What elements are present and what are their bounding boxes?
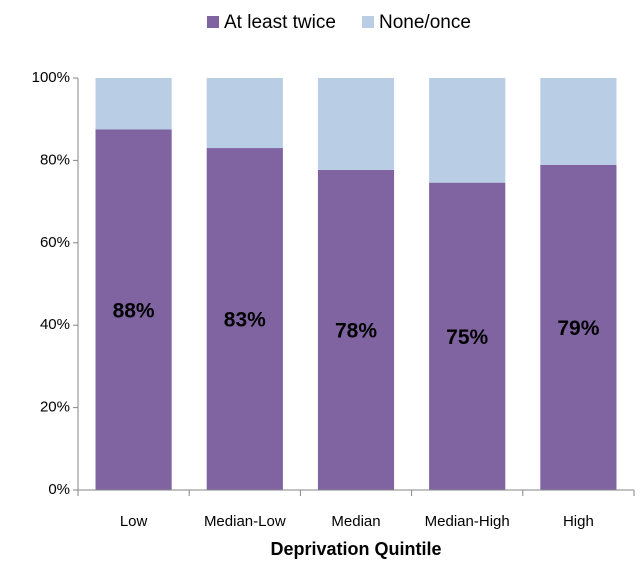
data-label: 83%: [224, 309, 266, 332]
y-tick-label: 20%: [40, 399, 70, 416]
bar-segment: [206, 78, 283, 149]
data-label: 79%: [557, 317, 599, 340]
y-tick-label: 100%: [32, 69, 70, 86]
bar-segment: [95, 78, 172, 130]
data-label: 75%: [446, 326, 488, 349]
bar-segment: [317, 169, 395, 490]
x-tick-label: Median-Low: [204, 513, 286, 530]
y-tick-label: 40%: [40, 316, 70, 333]
x-tick-label: Low: [120, 513, 148, 530]
bar-segment: [429, 78, 506, 183]
x-axis-title: Deprivation Quintile: [270, 539, 441, 559]
y-tick-label: 80%: [40, 151, 70, 168]
legend-swatch: [207, 16, 219, 28]
bar-segment: [206, 148, 283, 491]
legend-label: None/once: [379, 12, 471, 33]
bar-segment: [95, 129, 172, 490]
legend-label: At least twice: [224, 12, 336, 33]
bar-segment: [317, 78, 395, 170]
bar-segment: [540, 78, 617, 165]
bar-segment: [540, 164, 617, 490]
y-tick-label: 0%: [48, 481, 70, 498]
y-tick-label: 60%: [40, 234, 70, 251]
x-tick-label: Median: [331, 513, 380, 530]
data-label: 78%: [335, 319, 377, 342]
legend-swatch: [362, 16, 374, 28]
x-tick-label: High: [563, 513, 594, 530]
x-tick-label: Median-High: [425, 513, 510, 530]
bar-segment: [429, 182, 506, 490]
data-label: 88%: [113, 299, 155, 322]
